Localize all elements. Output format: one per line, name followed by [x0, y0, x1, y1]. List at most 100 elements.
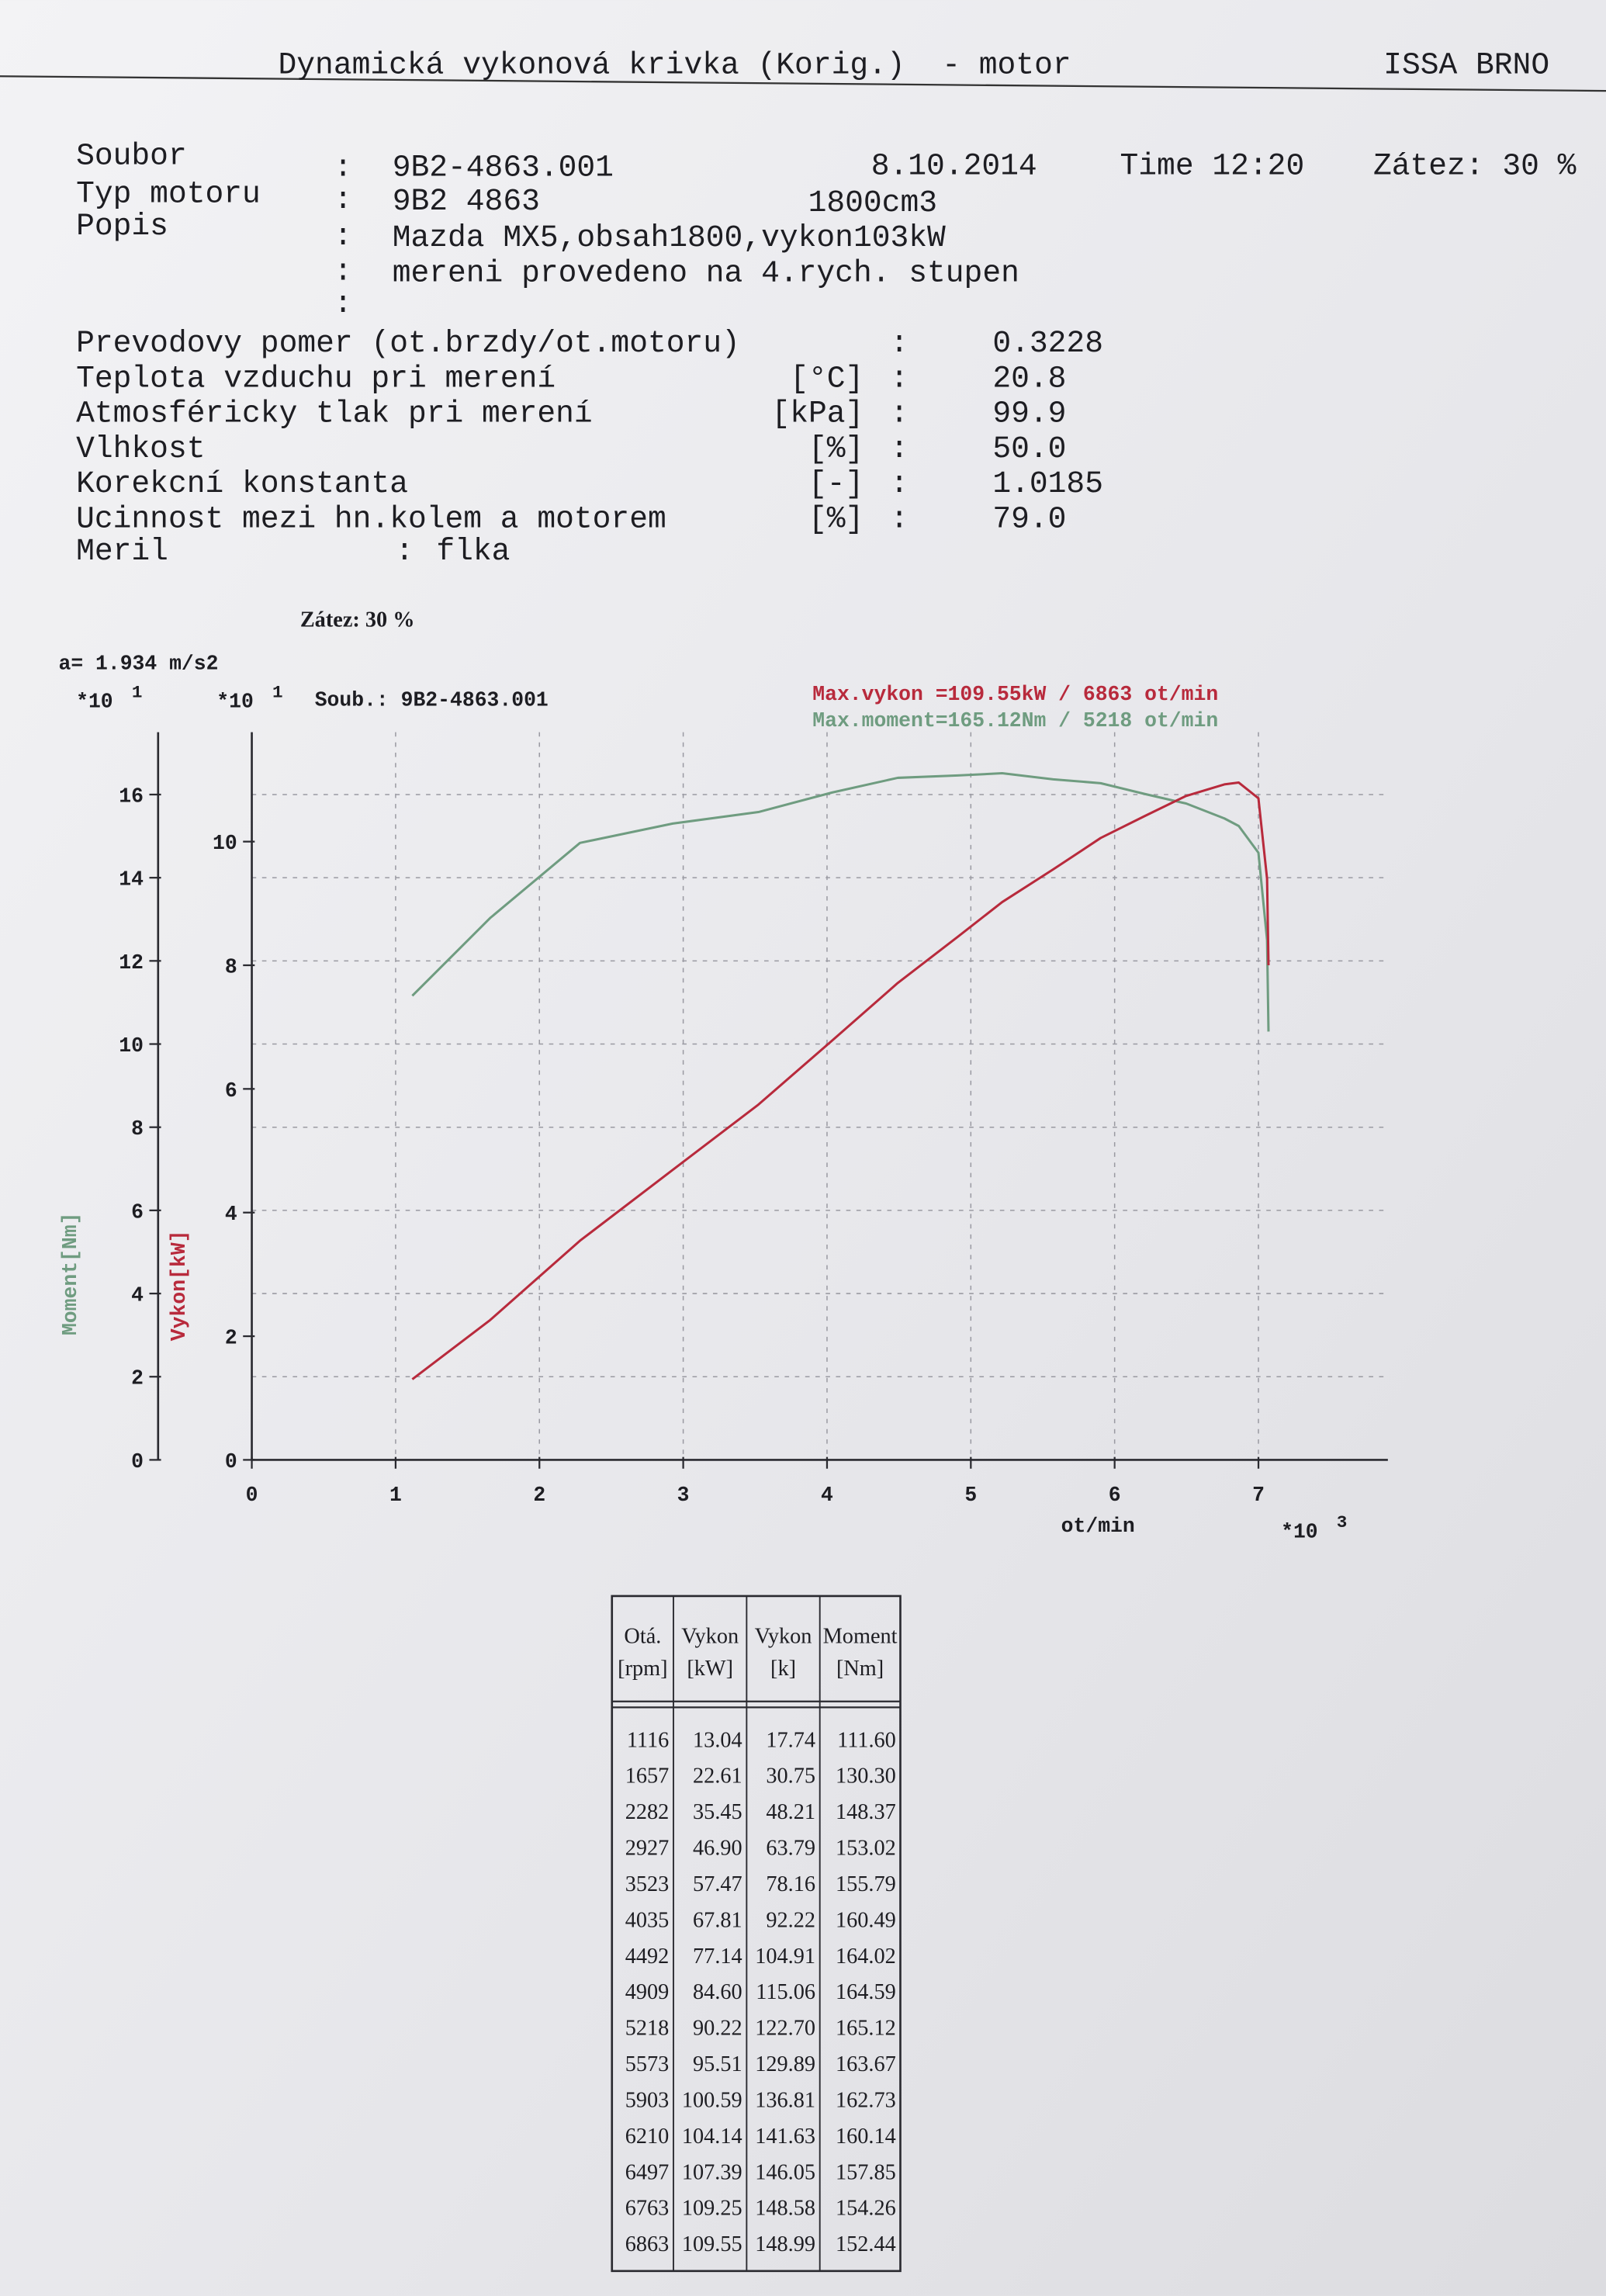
date: 8.10.2014 — [871, 149, 1037, 184]
axis-multiplier-exp: 1 — [132, 682, 143, 702]
table-cell: 100.59 — [682, 2088, 742, 2112]
x-tick-label: 4 — [821, 1484, 833, 1507]
table-cell: 78.16 — [766, 1872, 815, 1896]
table-header: [Nm] — [836, 1657, 884, 1681]
table-cell: 148.37 — [836, 1800, 896, 1824]
table-cell: 104.91 — [755, 1945, 815, 1969]
table-cell: 4909 — [625, 1980, 670, 2004]
field-value: 79.0 — [992, 501, 1066, 536]
table-cell: 5218 — [625, 2017, 670, 2041]
axis-multiplier-exp: 3 — [1337, 1512, 1348, 1532]
table-cell: 107.39 — [682, 2160, 742, 2184]
table-cell: 148.58 — [755, 2197, 815, 2221]
separator: : — [890, 361, 909, 396]
separator: : — [334, 286, 352, 321]
separator: : — [334, 219, 352, 254]
series-line — [411, 772, 1270, 1032]
y-tick-label: 10 — [119, 1034, 144, 1058]
y-tick-label: 14 — [119, 868, 144, 892]
load-label: Zátez: 30 % — [300, 608, 415, 632]
table-cell: 109.55 — [682, 2232, 742, 2256]
separator: : — [890, 326, 909, 361]
table-cell: 63.79 — [766, 1837, 815, 1861]
table-cell: 22.61 — [693, 1764, 742, 1789]
field-label: Ucinnost mezi hn.kolem a motorem — [76, 501, 666, 536]
table-cell: 2927 — [625, 1837, 670, 1861]
field-label: Soubor — [76, 138, 187, 173]
x-tick-label: 3 — [677, 1484, 690, 1507]
table-cell: 104.14 — [682, 2125, 742, 2149]
y-tick-label: 0 — [131, 1450, 144, 1474]
y-axis-label: Moment[Nm] — [59, 1213, 82, 1335]
table-cell: 111.60 — [837, 1728, 896, 1752]
table-cell: 57.47 — [693, 1872, 742, 1896]
table-cell: 162.73 — [836, 2088, 896, 2112]
table-cell: 164.02 — [836, 1945, 896, 1969]
y2-tick-label: 8 — [225, 955, 237, 978]
table-header: [rpm] — [618, 1657, 667, 1681]
field-label: Teplota vzduchu pri merení — [76, 361, 556, 396]
header-company: ISSA BRNO — [1383, 47, 1549, 82]
field-label: Atmosféricky tlak pri merení — [76, 397, 593, 431]
header-rule — [0, 75, 1606, 92]
field-value: 9B2-4863.001 — [393, 151, 614, 185]
axis-multiplier-exp: 1 — [272, 682, 283, 702]
y-tick-label: 12 — [119, 951, 144, 975]
field-value: 20.8 — [992, 361, 1066, 396]
field-unit: [%] — [808, 501, 864, 536]
axis-multiplier: *10 — [1281, 1520, 1318, 1543]
x-tick-label: 2 — [533, 1484, 545, 1507]
x-tick-label: 1 — [389, 1484, 402, 1507]
y-tick-label: 6 — [131, 1200, 144, 1224]
table-cell: 155.79 — [836, 1872, 896, 1896]
x-tick-label: 5 — [964, 1484, 977, 1507]
field-value: 50.0 — [992, 431, 1066, 466]
y-tick-label: 16 — [119, 784, 144, 808]
table-cell: 77.14 — [693, 1945, 742, 1969]
table-cell: 148.99 — [755, 2232, 815, 2256]
separator: : — [890, 397, 909, 431]
load: Zátez: 30 % — [1373, 149, 1577, 184]
table-cell: 3523 — [625, 1872, 670, 1896]
field-label: Vlhkost — [76, 431, 205, 466]
table-cell: 48.21 — [766, 1800, 815, 1824]
series-line — [411, 781, 1270, 1380]
separator: : — [890, 501, 909, 536]
table-cell: 122.70 — [755, 2017, 815, 2041]
table-cell: 13.04 — [693, 1728, 742, 1752]
table-cell: 95.51 — [693, 2052, 742, 2076]
field-label: Prevodovy pomer (ot.brzdy/ot.motoru) — [76, 326, 740, 361]
field-value: 99.9 — [992, 397, 1066, 431]
field-unit: [-] — [808, 466, 864, 501]
file-label: Soub.: 9B2-4863.001 — [315, 689, 549, 712]
table-cell: 115.06 — [756, 1980, 815, 2004]
table-cell: 160.14 — [836, 2125, 896, 2149]
y-tick-label: 2 — [131, 1367, 144, 1390]
table-cell: 136.81 — [755, 2088, 815, 2112]
table-cell: 160.49 — [836, 1908, 896, 1932]
table-header: Moment — [823, 1624, 898, 1648]
field-label: Korekcní konstanta — [76, 466, 408, 501]
time: Time 12:20 — [1120, 149, 1305, 184]
axis-multiplier: *10 — [216, 691, 254, 714]
table-cell: 164.59 — [836, 1980, 896, 2004]
field-value: flka — [436, 534, 510, 569]
table-cell: 157.85 — [836, 2160, 896, 2184]
table-cell: 146.05 — [755, 2160, 815, 2184]
field-value: 9B2 4863 — [393, 184, 540, 219]
separator: : — [334, 182, 352, 217]
separator: : — [334, 151, 352, 185]
table-cell: 4035 — [625, 1908, 670, 1932]
y2-tick-label: 2 — [225, 1327, 237, 1350]
table-cell: 4492 — [625, 1945, 670, 1969]
y2-tick-label: 0 — [225, 1450, 237, 1474]
table-header: Vykon — [755, 1624, 812, 1648]
field-label: Typ motoru — [76, 177, 261, 212]
separator: : — [890, 466, 909, 501]
field-label: Meril — [76, 534, 168, 569]
x-tick-label: 6 — [1109, 1484, 1121, 1507]
table-cell: 92.22 — [766, 1908, 815, 1932]
axis-multiplier: *10 — [76, 691, 113, 714]
